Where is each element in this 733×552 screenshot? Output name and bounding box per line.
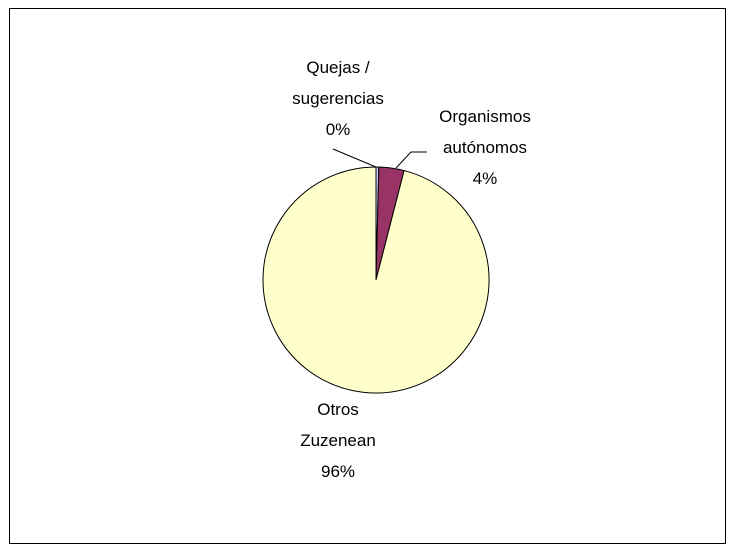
category-label: Quejas / sugerencias [292, 58, 384, 108]
slice-label: Otros Zuzenean 96% [282, 394, 394, 487]
category-label: Otros Zuzenean [300, 400, 376, 450]
value-label: 0% [325, 120, 351, 139]
leader-line [395, 151, 427, 169]
category-label: Organismos autónomos [439, 107, 531, 157]
slice-label: Organismos autónomos 4% [429, 101, 541, 194]
value-label: 96% [320, 462, 356, 481]
leader-line [332, 148, 377, 168]
pie-slice [262, 166, 490, 394]
pie [262, 166, 490, 394]
slice-label: Quejas / sugerencias 0% [282, 52, 394, 145]
value-label: 4% [472, 169, 498, 188]
